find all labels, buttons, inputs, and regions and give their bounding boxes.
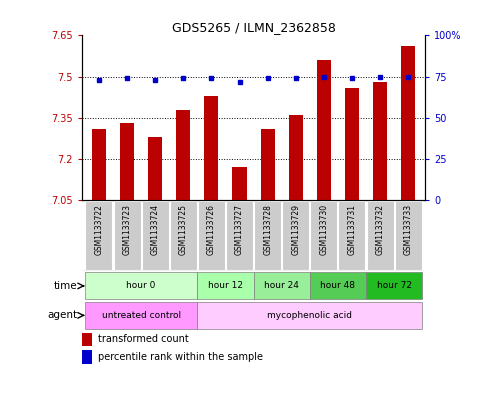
Text: GSM1133725: GSM1133725 — [179, 204, 188, 255]
FancyBboxPatch shape — [366, 272, 422, 299]
Text: GSM1133728: GSM1133728 — [263, 204, 272, 255]
Text: agent: agent — [47, 310, 77, 320]
FancyBboxPatch shape — [395, 201, 422, 270]
FancyBboxPatch shape — [85, 201, 113, 270]
Title: GDS5265 / ILMN_2362858: GDS5265 / ILMN_2362858 — [171, 21, 336, 34]
Text: GSM1133722: GSM1133722 — [95, 204, 103, 255]
Text: time: time — [54, 281, 77, 291]
Text: GSM1133730: GSM1133730 — [319, 204, 328, 255]
Bar — [261, 129, 275, 200]
Text: GSM1133724: GSM1133724 — [151, 204, 160, 255]
FancyBboxPatch shape — [85, 272, 198, 299]
Text: transformed count: transformed count — [98, 334, 188, 344]
Text: hour 48: hour 48 — [320, 281, 355, 290]
Text: GSM1133732: GSM1133732 — [376, 204, 384, 255]
FancyBboxPatch shape — [85, 302, 198, 329]
Text: mycophenolic acid: mycophenolic acid — [267, 311, 352, 320]
Text: hour 0: hour 0 — [127, 281, 156, 290]
Text: GSM1133727: GSM1133727 — [235, 204, 244, 255]
Bar — [289, 115, 303, 200]
Bar — [92, 129, 106, 200]
Text: GSM1133733: GSM1133733 — [404, 204, 412, 255]
FancyBboxPatch shape — [282, 201, 309, 270]
Bar — [82, 350, 92, 364]
Bar — [176, 110, 190, 200]
FancyBboxPatch shape — [198, 201, 225, 270]
Bar — [148, 137, 162, 200]
Text: GSM1133726: GSM1133726 — [207, 204, 216, 255]
Text: percentile rank within the sample: percentile rank within the sample — [98, 352, 263, 362]
FancyBboxPatch shape — [339, 201, 366, 270]
FancyBboxPatch shape — [254, 201, 281, 270]
Bar — [120, 123, 134, 200]
Text: hour 72: hour 72 — [377, 281, 412, 290]
FancyBboxPatch shape — [114, 201, 141, 270]
FancyBboxPatch shape — [254, 272, 310, 299]
Text: hour 12: hour 12 — [208, 281, 243, 290]
FancyBboxPatch shape — [311, 201, 337, 270]
Text: GSM1133723: GSM1133723 — [123, 204, 131, 255]
FancyBboxPatch shape — [170, 201, 197, 270]
FancyBboxPatch shape — [198, 302, 422, 329]
FancyBboxPatch shape — [142, 201, 169, 270]
Bar — [232, 167, 246, 200]
Bar — [401, 46, 415, 200]
FancyBboxPatch shape — [367, 201, 394, 270]
Text: untreated control: untreated control — [101, 311, 181, 320]
Bar — [204, 96, 218, 200]
Text: GSM1133729: GSM1133729 — [291, 204, 300, 255]
Bar — [345, 88, 359, 200]
FancyBboxPatch shape — [310, 272, 366, 299]
Text: hour 24: hour 24 — [264, 281, 299, 290]
Bar — [373, 82, 387, 200]
Text: GSM1133731: GSM1133731 — [347, 204, 356, 255]
FancyBboxPatch shape — [198, 272, 254, 299]
Bar — [82, 332, 92, 346]
Bar — [317, 60, 331, 200]
FancyBboxPatch shape — [226, 201, 253, 270]
